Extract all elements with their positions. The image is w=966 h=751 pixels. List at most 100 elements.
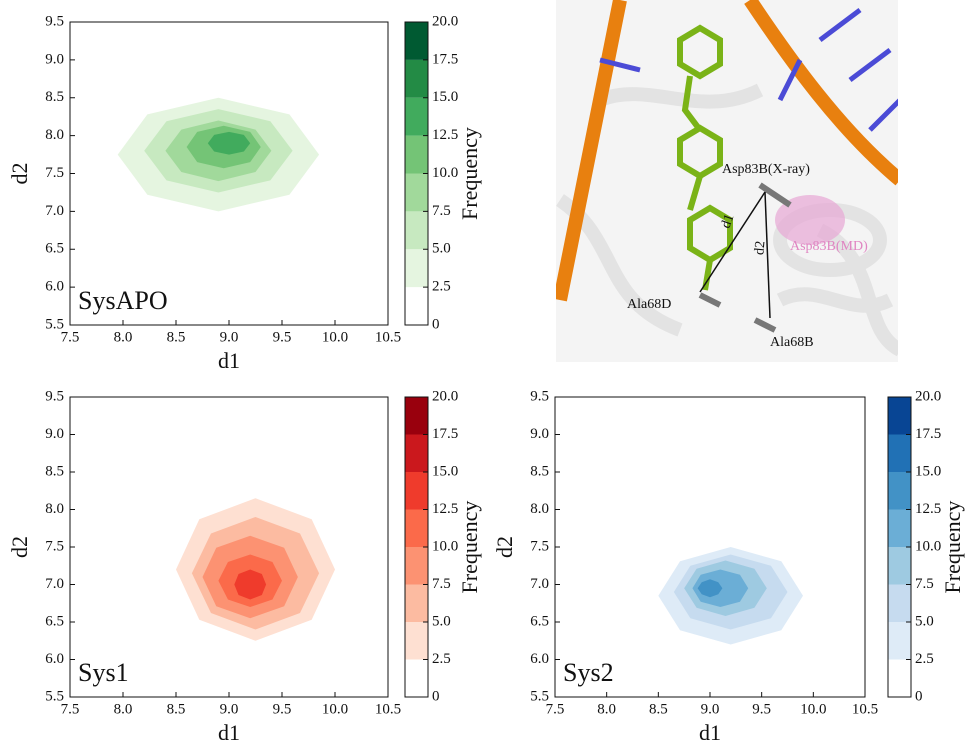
y-tick-label: 9.0: [45, 426, 64, 442]
x-tick-label: 9.5: [752, 701, 771, 717]
y-tick-label: 9.5: [45, 13, 64, 29]
distance-lines: [699, 191, 771, 319]
panel-label: Sys1: [78, 658, 129, 687]
y-tick-label: 5.5: [45, 688, 64, 704]
panel-label: SysAPO: [78, 286, 168, 315]
x-tick-label: 10.0: [800, 701, 826, 717]
colorbar-tick-label: 15.0: [432, 463, 458, 479]
plot-frame: [554, 396, 866, 698]
dna-strand: [744, 0, 898, 186]
colorbar-tick-label: 5.0: [432, 613, 451, 629]
x-axis-label: d1: [699, 720, 721, 745]
colorbar-band: [405, 584, 428, 622]
y-axis-label: d2: [7, 536, 32, 558]
y-tick-label: 8.0: [45, 501, 64, 517]
y-tick-label: 6.5: [45, 613, 64, 629]
x-tick-label: 10.0: [322, 701, 348, 717]
colorbar-tick-label: 5.0: [432, 241, 451, 257]
colorbar-tick-label: 0: [915, 688, 923, 704]
colorbar-tick-label: 15.0: [915, 463, 941, 479]
colorbar-band: [405, 135, 428, 174]
y-tick-label: 7.0: [530, 576, 549, 592]
colorbar-band: [888, 659, 911, 697]
y-axis-label: d2: [7, 163, 32, 185]
y-tick-label: 8.5: [45, 463, 64, 479]
x-tick-label: 8.5: [167, 701, 186, 717]
colorbar-tick-label: 2.5: [432, 651, 451, 667]
image-label: d2: [752, 240, 768, 255]
y-tick-label: 6.0: [530, 651, 549, 667]
y-tick-label: 7.5: [45, 165, 64, 181]
x-tick-label: 9.5: [273, 329, 292, 345]
x-tick-label: 7.5: [546, 701, 565, 717]
x-tick-label: 9.0: [220, 701, 239, 717]
colorbar-band: [405, 97, 428, 136]
image-label: Ala68B: [770, 335, 814, 350]
colorbar-tick-label: 7.5: [432, 203, 451, 219]
y-tick-label: 7.0: [45, 576, 64, 592]
y-axis-label: d2: [492, 536, 517, 558]
y-tick-label: 9.5: [530, 388, 549, 404]
colorbar-band: [405, 434, 428, 472]
colorbar-tick-label: 20.0: [915, 388, 941, 404]
x-tick-label: 9.0: [701, 701, 720, 717]
dna-strand: [556, 0, 627, 302]
y-tick-label: 9.5: [45, 388, 64, 404]
colorbar-tick-label: 0: [432, 316, 440, 332]
colorbar-label: Frequency: [940, 501, 965, 594]
colorbar-tick-label: 15.0: [432, 89, 458, 105]
colorbar-band: [888, 434, 911, 472]
colorbar-band: [888, 397, 911, 435]
md-residue: [775, 195, 845, 245]
colorbar-band: [405, 173, 428, 212]
y-tick-label: 7.5: [45, 538, 64, 554]
image-label: d1: [719, 212, 738, 230]
x-tick-label: 7.5: [61, 329, 80, 345]
colorbar-tick-label: 10.0: [432, 538, 458, 554]
image-label: Asp83B(MD): [790, 239, 868, 254]
colorbar-tick-label: 12.5: [432, 127, 458, 143]
colorbar-tick-label: 20.0: [432, 13, 458, 29]
y-tick-label: 9.0: [530, 426, 549, 442]
x-tick-label: 9.0: [220, 329, 239, 345]
y-tick-label: 8.0: [530, 501, 549, 517]
dna-bases: [599, 8, 898, 132]
colorbar-tick-label: 10.0: [432, 165, 458, 181]
colorbar-band: [888, 622, 911, 660]
panel-label: Sys2: [563, 658, 614, 687]
colorbar-band: [405, 59, 428, 98]
colorbar-band: [888, 584, 911, 622]
colorbar-band: [888, 509, 911, 547]
colorbar-tick-label: 12.5: [432, 501, 458, 517]
y-tick-label: 8.5: [45, 89, 64, 105]
y-tick-label: 6.5: [530, 613, 549, 629]
y-tick-label: 8.0: [45, 127, 64, 143]
ligand: [677, 24, 733, 291]
x-tick-label: 8.0: [114, 329, 133, 345]
structure-image: Asp83B(X-ray) d1 d2 Asp83B(MD) Ala68D Al…: [556, 0, 898, 362]
y-tick-label: 8.5: [530, 463, 549, 479]
colorbar-tick-label: 2.5: [432, 279, 451, 295]
colorbar-band: [405, 659, 428, 697]
contour-region: [697, 579, 723, 598]
colorbar-tick-label: 17.5: [432, 426, 458, 442]
colorbar-tick-label: 7.5: [915, 576, 934, 592]
x-tick-label: 7.5: [61, 701, 80, 717]
colorbar-band: [405, 397, 428, 435]
colorbar-band: [405, 472, 428, 510]
colorbar-tick-label: 12.5: [915, 501, 941, 517]
x-tick-label: 8.5: [167, 329, 186, 345]
colorbar-tick-label: 10.0: [915, 538, 941, 554]
y-tick-label: 6.0: [45, 651, 64, 667]
y-tick-label: 5.5: [45, 316, 64, 332]
x-tick-label: 9.5: [273, 701, 292, 717]
colorbar-label: Frequency: [457, 501, 482, 594]
contour-region: [207, 131, 251, 155]
colorbar-tick-label: 20.0: [432, 388, 458, 404]
residues: [698, 182, 792, 333]
colorbar-band: [405, 287, 428, 325]
colorbar-band: [405, 211, 428, 250]
x-tick-label: 8.0: [114, 701, 133, 717]
image-label: Ala68D: [627, 297, 671, 312]
